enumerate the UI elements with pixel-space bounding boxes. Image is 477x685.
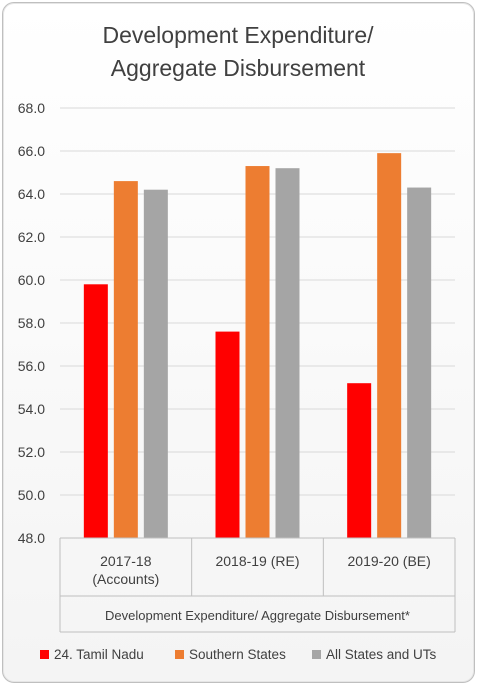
chart-title-line: Development Expenditure/ (102, 22, 374, 48)
y-tick-label: 68.0 (18, 100, 45, 116)
chart-title: Development Expenditure/Aggregate Disbur… (102, 22, 374, 81)
bar (215, 331, 240, 538)
legend: 24. Tamil Nadu Southern States All States … (40, 647, 437, 662)
bars (83, 153, 432, 539)
bar (347, 383, 372, 538)
legend-swatch (312, 650, 321, 659)
y-tick-label: 56.0 (18, 358, 45, 374)
bar (407, 187, 432, 539)
bar (143, 189, 168, 538)
y-tick-label: 64.0 (18, 186, 45, 202)
x-category-label: (Accounts) (92, 571, 159, 587)
x-category-label: 2019-20 (BE) (348, 553, 431, 569)
legend-swatch (175, 650, 184, 659)
y-tick-label: 50.0 (18, 487, 45, 503)
y-tick-label: 52.0 (18, 444, 45, 460)
x-axis: 2017-18 (Accounts) 2018-19 (RE) 2019-20 (BE… (59, 537, 456, 633)
bar (275, 168, 300, 538)
legend-swatch (40, 650, 49, 659)
y-tick-label: 60.0 (18, 272, 45, 288)
y-tick-label: 54.0 (18, 401, 45, 417)
x-category-label: 2018-19 (RE) (215, 553, 299, 569)
x-category-label: 2017-18 (100, 553, 152, 569)
y-tick-label: 58.0 (18, 315, 45, 331)
legend-label: All States and UTs (326, 647, 437, 662)
y-tick-label: 48.0 (18, 530, 45, 546)
bar (83, 284, 108, 538)
legend-label: 24. Tamil Nadu (54, 647, 144, 662)
bar (245, 166, 270, 539)
y-tick-label: 66.0 (18, 143, 45, 159)
x-axis-title: Development Expenditure/ Aggregate Disbu… (105, 608, 410, 623)
y-axis-ticks: 48.0 50.0 52.0 54.0 56.0 58.0 60.0 62.0 64.0 66.0… (18, 100, 45, 546)
bar (113, 181, 138, 538)
chart-title-line: Aggregate Disbursement (111, 55, 366, 81)
legend-label: Southern States (189, 647, 286, 662)
y-tick-label: 62.0 (18, 229, 45, 245)
bar (377, 153, 402, 538)
